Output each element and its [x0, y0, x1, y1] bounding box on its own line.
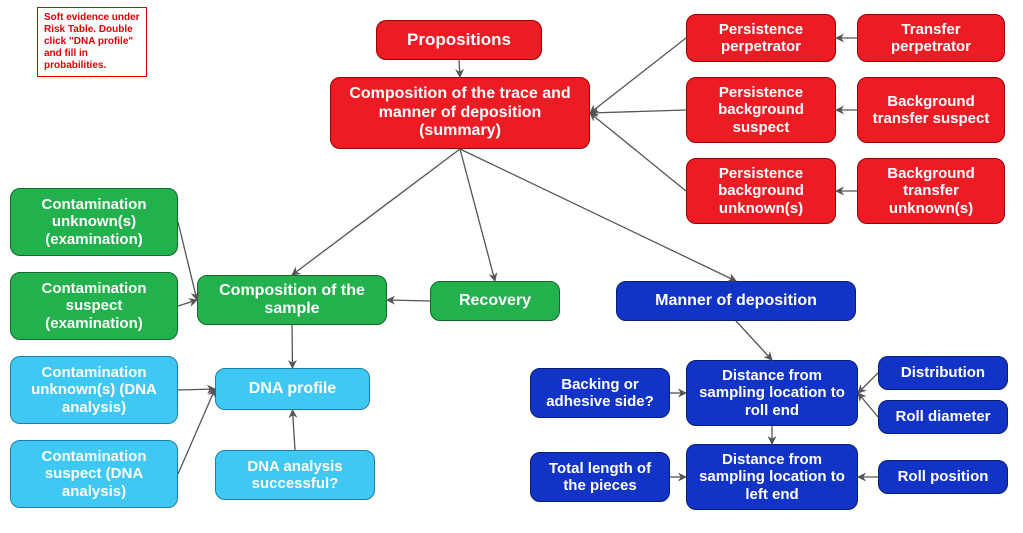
node-dist_roll_end: Distance from sampling location to roll …: [686, 360, 858, 426]
node-contam_sus_dna: Contamination suspect (DNA analysis): [10, 440, 178, 508]
node-label: DNA profile: [249, 380, 336, 398]
node-label: Propositions: [407, 30, 511, 50]
node-transfer_perp: Transfer perpetrator: [857, 14, 1005, 62]
node-label: Distance from sampling location to roll …: [693, 367, 851, 419]
node-dna_profile: DNA profile: [215, 368, 370, 410]
diagram-canvas: Soft evidence under Risk Table. Double c…: [0, 0, 1023, 533]
node-label: Roll position: [898, 468, 989, 485]
node-composition_summary: Composition of the trace and manner of d…: [330, 77, 590, 149]
node-persist_bg_unknown: Persistence background unknown(s): [686, 158, 836, 224]
node-label: Manner of deposition: [655, 292, 817, 310]
edge: [178, 222, 197, 300]
node-label: Recovery: [459, 292, 531, 310]
edge: [292, 325, 293, 368]
node-bg_transfer_suspect: Background transfer suspect: [857, 77, 1005, 143]
node-label: Distribution: [901, 364, 985, 381]
edge: [459, 60, 460, 77]
node-label: Persistence background unknown(s): [693, 165, 829, 217]
node-label: Persistence perpetrator: [693, 21, 829, 56]
node-recovery: Recovery: [430, 281, 560, 321]
node-label: Contamination suspect (DNA analysis): [17, 448, 171, 500]
edge: [387, 300, 430, 301]
node-bg_transfer_unknown: Background transfer unknown(s): [857, 158, 1005, 224]
node-label: Background transfer suspect: [864, 93, 998, 128]
edge: [460, 149, 495, 281]
node-roll_position: Roll position: [878, 460, 1008, 494]
node-label: Total length of the pieces: [537, 460, 663, 495]
edge: [293, 410, 296, 450]
node-label: Transfer perpetrator: [864, 21, 998, 56]
edge: [590, 38, 686, 113]
node-label: Contamination unknown(s) (DNA analysis): [17, 364, 171, 416]
node-roll_diameter: Roll diameter: [878, 400, 1008, 434]
note-box: Soft evidence under Risk Table. Double c…: [37, 7, 147, 77]
edge: [178, 389, 215, 390]
node-label: Contamination suspect (examination): [17, 280, 171, 332]
edge: [292, 149, 460, 275]
node-backing_side: Backing or adhesive side?: [530, 368, 670, 418]
node-label: Distance from sampling location to left …: [693, 451, 851, 503]
node-total_length: Total length of the pieces: [530, 452, 670, 502]
node-propositions: Propositions: [376, 20, 542, 60]
node-label: Persistence background suspect: [693, 84, 829, 136]
node-label: Contamination unknown(s) (examination): [17, 196, 171, 248]
node-contam_unk_dna: Contamination unknown(s) (DNA analysis): [10, 356, 178, 424]
node-label: DNA analysis successful?: [222, 458, 368, 493]
node-label: Backing or adhesive side?: [537, 376, 663, 411]
node-label: Roll diameter: [895, 408, 990, 425]
node-manner_deposition: Manner of deposition: [616, 281, 856, 321]
node-composition_sample: Composition of the sample: [197, 275, 387, 325]
node-contam_sus_exam: Contamination suspect (examination): [10, 272, 178, 340]
node-persist_perp: Persistence perpetrator: [686, 14, 836, 62]
edge: [590, 110, 686, 113]
edge: [178, 389, 215, 474]
edge: [590, 113, 686, 191]
edge: [858, 373, 878, 393]
edge: [858, 393, 878, 417]
node-label: Composition of the sample: [204, 282, 380, 319]
edge: [736, 321, 772, 360]
node-label: Composition of the trace and manner of d…: [337, 85, 583, 140]
node-distribution: Distribution: [878, 356, 1008, 390]
node-dist_left_end: Distance from sampling location to left …: [686, 444, 858, 510]
node-label: Background transfer unknown(s): [864, 165, 998, 217]
node-persist_bg_suspect: Persistence background suspect: [686, 77, 836, 143]
node-dna_success: DNA analysis successful?: [215, 450, 375, 500]
edge: [178, 300, 197, 306]
node-contam_unk_exam: Contamination unknown(s) (examination): [10, 188, 178, 256]
